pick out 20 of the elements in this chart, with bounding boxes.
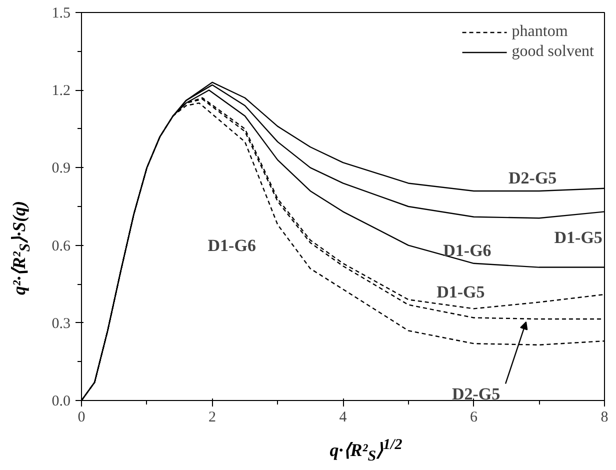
y-tick-label: 1.5 xyxy=(52,6,70,22)
annotation: D2-G5 xyxy=(508,168,557,188)
annotation: D2-G5 xyxy=(452,384,500,404)
legend-label: phantom xyxy=(512,23,568,41)
y-tick-label: 0.9 xyxy=(52,160,70,177)
annotation: D1-G6 xyxy=(443,240,492,260)
y-tick-label: 0.6 xyxy=(52,238,71,254)
y-tick-label: 0.0 xyxy=(52,394,70,410)
x-tick-label: 2 xyxy=(208,410,216,426)
legend-label: good solvent xyxy=(512,43,594,61)
x-tick-label: 6 xyxy=(470,410,478,426)
x-axis-title: q·⟨R²$_{S}$⟩$^{1/2}$ xyxy=(330,436,402,467)
y-tick-label: 1.2 xyxy=(52,83,70,100)
x-tick-label: 8 xyxy=(600,410,608,426)
annotation: D1-G5 xyxy=(554,228,602,248)
y-tick-label: 0.3 xyxy=(52,316,70,332)
annotation: D1-G6 xyxy=(208,236,256,255)
x-tick-label: 4 xyxy=(339,410,348,426)
x-tick-label: 0 xyxy=(78,410,86,426)
annotation: D1-G5 xyxy=(436,282,485,302)
